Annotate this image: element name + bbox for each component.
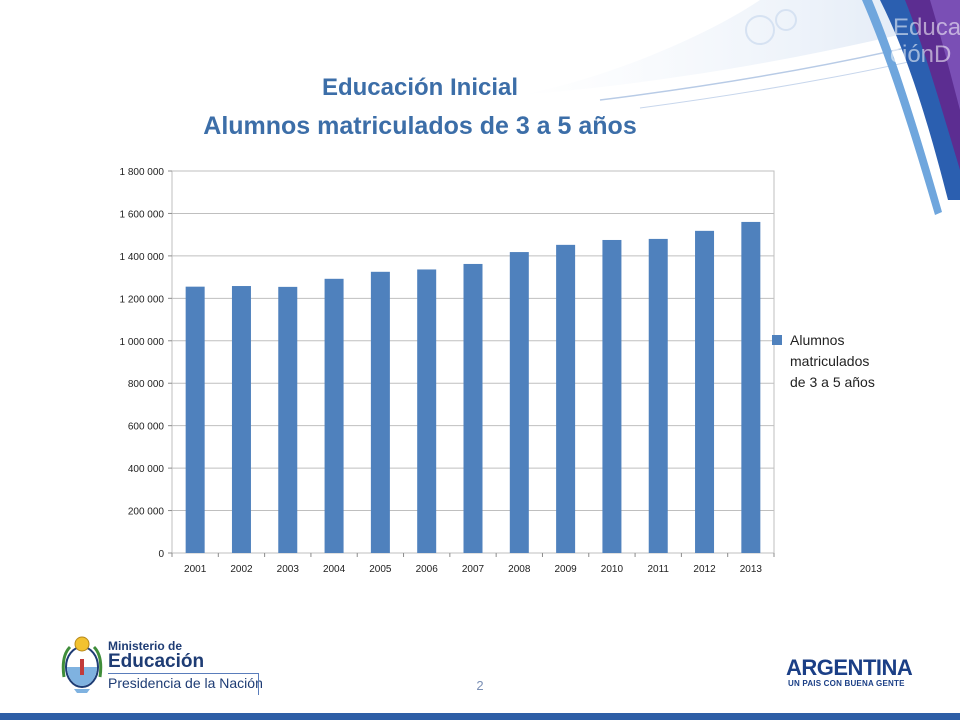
- y-tick-label: 1 800 000: [120, 167, 165, 178]
- x-tick-label: 2006: [416, 564, 439, 575]
- footer-bar: [0, 713, 960, 720]
- bar-2002: [231, 286, 251, 553]
- page-number: 2: [476, 678, 484, 693]
- bar-2006: [417, 269, 437, 553]
- y-tick-label: 1 600 000: [120, 209, 165, 220]
- y-tick-label: 0: [158, 549, 164, 560]
- x-axis-ticks: 2001 2002 2003 2004 2005 2006 2007 2008 2009 2010…: [171, 553, 775, 575]
- x-tick-label: 2012: [693, 564, 716, 575]
- slide-title: Educación Inicial: [321, 74, 519, 101]
- bar-2012: [695, 230, 715, 553]
- bar-2008: [509, 252, 529, 553]
- x-tick-label: 2011: [647, 564, 669, 575]
- national-coat-of-arms-icon: [61, 636, 103, 693]
- y-tick-label: 1 400 000: [120, 252, 165, 263]
- x-tick-label: 2008: [508, 564, 531, 575]
- y-tick-label: 800 000: [128, 379, 165, 390]
- x-tick-label: 2005: [369, 564, 392, 575]
- x-tick-label: 2004: [323, 564, 346, 575]
- ministry-line-2: Educación: [108, 651, 205, 672]
- legend-swatch: [772, 335, 782, 345]
- slide-subtitle: Alumnos matriculados de 3 a 5 años: [203, 112, 637, 140]
- y-tick-label: 1 200 000: [120, 294, 165, 305]
- x-tick-label: 2009: [554, 564, 577, 575]
- x-tick-label: 2013: [740, 564, 763, 575]
- y-tick-label: 200 000: [128, 507, 165, 518]
- bars: [185, 221, 761, 553]
- argentina-slogan: UN PAIS CON BUENA GENTE: [788, 679, 905, 688]
- bar-2011: [648, 238, 668, 553]
- argentina-logo: ARGENTINA UN PAIS CON BUENA GENTE: [786, 655, 916, 695]
- legend-line-3: de 3 a 5 años: [790, 374, 875, 390]
- y-axis-ticks: 0 200 000 400 000 600 000 800 000 1 000 000 1 …: [120, 167, 172, 560]
- x-tick-label: 2001: [184, 564, 207, 575]
- bar-2005: [370, 271, 390, 553]
- y-tick-label: 600 000: [128, 422, 165, 433]
- bar-2004: [324, 278, 344, 553]
- ministry-logo: Ministerio de Educación Presidencia de l…: [60, 633, 270, 699]
- ministry-line-3: Presidencia de la Nación: [108, 675, 263, 691]
- ministry-divider: [108, 673, 258, 674]
- bar-2007: [463, 263, 483, 553]
- bar-2001: [185, 286, 205, 553]
- x-tick-label: 2007: [462, 564, 485, 575]
- ministry-line-1: Ministerio de: [108, 639, 183, 653]
- bar-2010: [602, 239, 622, 553]
- bar-2009: [556, 244, 576, 553]
- legend-label: Alumnos matriculados de 3 a 5 años: [790, 330, 910, 393]
- x-tick-label: 2002: [230, 564, 253, 575]
- argentina-wordmark: ARGENTINA: [786, 655, 913, 680]
- bar-2013: [741, 221, 761, 553]
- legend-line-1: Alumnos: [790, 332, 845, 348]
- ministry-bracket: [258, 673, 259, 695]
- y-tick-label: 400 000: [128, 464, 165, 475]
- legend-line-2: matriculados: [790, 353, 870, 369]
- x-tick-label: 2003: [277, 564, 300, 575]
- y-tick-label: 1 000 000: [120, 337, 165, 348]
- x-tick-label: 2010: [601, 564, 624, 575]
- bar-2003: [278, 286, 298, 553]
